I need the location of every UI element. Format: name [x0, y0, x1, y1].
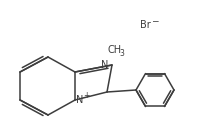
Text: −: − — [151, 16, 159, 26]
Text: N: N — [101, 60, 108, 70]
Text: N: N — [76, 95, 83, 105]
Text: 3: 3 — [119, 49, 124, 58]
Text: CH: CH — [108, 45, 122, 55]
Text: Br: Br — [140, 20, 151, 30]
Text: +: + — [83, 92, 89, 101]
